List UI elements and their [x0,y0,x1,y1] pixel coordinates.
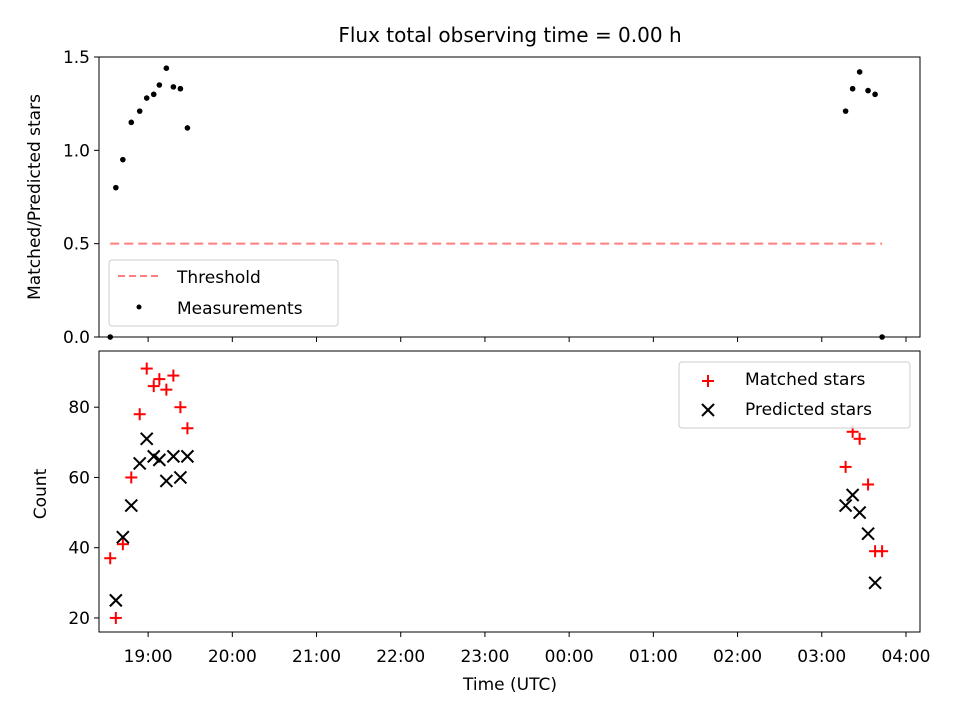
count-legend: Matched stars Predicted stars [678,361,911,429]
matched-star-point [140,362,153,375]
predicted-star-point [852,505,867,520]
measurements-legend-label: Measurements [177,299,303,319]
predicted-star-point [180,449,195,464]
predicted-legend-marker [701,403,715,417]
measurement-point [156,82,163,88]
count-x-ticks: 19:00 20:00 21:00 22:00 23:00 00:00 01:00 02:00… [124,632,930,667]
count-y-axis-label: Count [31,468,51,519]
count-x-tick-label: 02:00 [713,647,762,667]
ratio-panel: 0.0 0.5 1.0 1.5 Matched/Predicted stars Thr… [25,48,921,348]
predicted-star-point [152,453,167,467]
predicted-star-point [140,432,154,446]
measurement-point [128,119,135,126]
count-x-tick-label: 19:00 [124,647,173,667]
count-x-tick-label: 01:00 [629,647,678,667]
count-series [104,362,889,624]
measurement-point [842,108,849,114]
predicted-star-point [861,526,875,541]
measurement-point [113,184,119,191]
count-y-tick-label: 20 [68,609,90,629]
predicted-star-point [173,470,188,485]
matched-star-point [839,460,852,473]
matched-star-point [174,401,187,414]
count-y-ticks: 20 40 60 80 [68,398,99,629]
measurements-legend-marker [136,304,142,310]
predicted-star-point [116,530,130,544]
ratio-y-tick-label: 0.5 [63,235,90,255]
matched-star-point [181,422,194,435]
ratio-legend-box [108,259,339,327]
x-axis-label: Time (UTC) [462,675,557,695]
ratio-y-axis-label: Matched/Predicted stars [25,94,45,300]
count-axes-frame [98,350,921,633]
matched-star-point [876,545,889,558]
count-x-tick-label: 21:00 [292,647,341,667]
count-y-tick-label: 40 [68,539,90,559]
matched-star-point [109,611,122,624]
predicted-star-point [159,474,174,488]
measurement-point [184,125,191,131]
count-y-tick-label: 60 [68,468,90,488]
measurement-point [170,84,177,90]
count-legend-box [678,361,911,429]
matched-star-point [153,373,166,386]
matched-legend-label: Matched stars [745,370,865,390]
matched-star-point [853,432,866,445]
measurement-point [849,85,856,92]
measurement-point [163,65,170,71]
count-x-tick-label: 22:00 [376,647,425,667]
ratio-legend: Threshold Measurements [108,259,339,327]
predicted-star-point [166,449,181,464]
predicted-star-point [124,498,138,513]
predicted-star-point [132,456,147,471]
predicted-star-point [845,488,860,502]
measurement-point [120,156,126,163]
matched-legend-marker [702,375,714,387]
ratio-axes-frame [98,56,921,338]
measurements-series [107,65,885,340]
count-x-tick-label: 00:00 [545,647,594,667]
measurement-point [150,91,157,98]
count-x-tick-label: 20:00 [208,647,257,667]
threshold-legend-label: Threshold [176,268,261,288]
count-panel: 20 40 60 80 19:00 20:00 21:00 22:00 23:00 00:00 0… [31,350,930,695]
measurement-point [136,108,143,114]
count-y-tick-label: 80 [68,398,90,418]
count-x-tick-label: 23:00 [460,647,509,667]
predicted-star-point [868,576,882,590]
ratio-y-tick-label: 1.5 [63,48,90,68]
ratio-y-tick-label: 1.0 [63,141,90,161]
matched-star-point [116,538,129,551]
ratio-y-tick-label: 0.0 [63,328,90,348]
matched-star-point [147,380,160,393]
matched-star-point [160,383,173,396]
measurement-point [856,69,863,75]
predicted-star-point [109,593,123,608]
predicted-star-point [838,498,853,513]
predicted-legend-label: Predicted stars [745,400,872,420]
matched-star-point [125,471,138,484]
matched-star-point [133,408,146,421]
ratio-y-ticks: 0.0 0.5 1.0 1.5 [63,48,99,348]
measurement-point [177,85,184,92]
count-x-tick-label: 04:00 [881,647,930,667]
count-x-tick-label: 03:00 [797,647,846,667]
measurement-point [143,95,150,101]
chart-title: Flux total observing time = 0.00 h [338,23,681,47]
measurement-point [872,91,878,98]
matched-star-point [862,478,875,491]
measurement-point [865,87,871,94]
matched-star-point [167,369,180,382]
matched-star-point [104,552,117,565]
ratio-x-ticks [147,337,907,342]
